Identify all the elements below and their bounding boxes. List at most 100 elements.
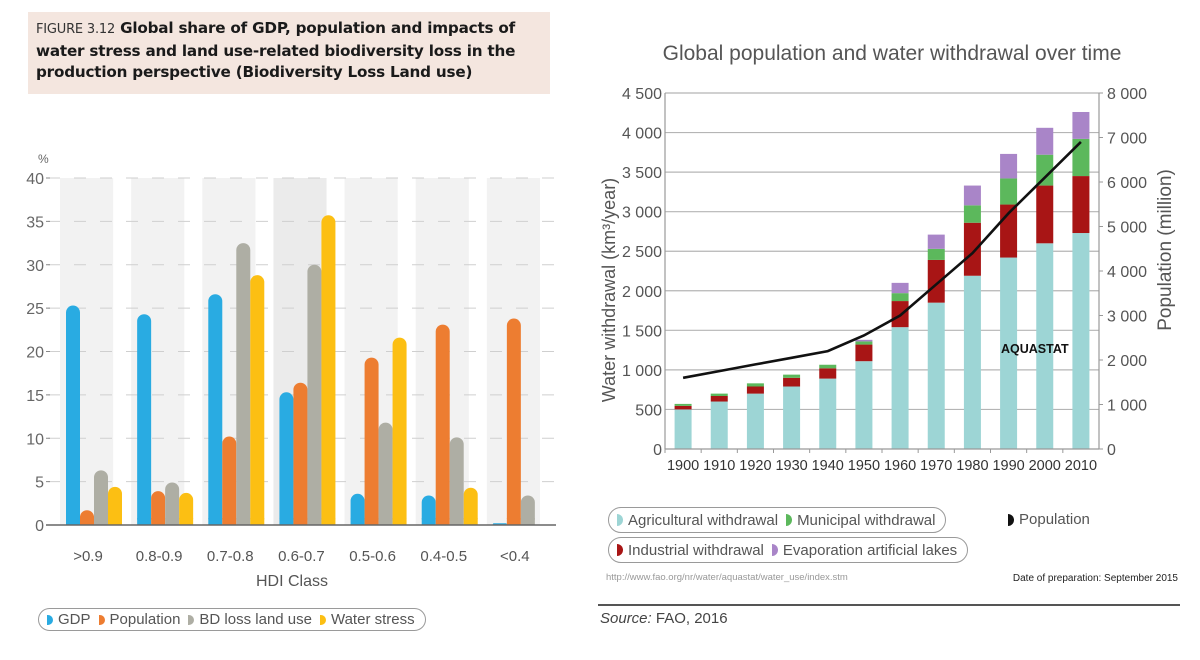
bar-base — [321, 518, 336, 525]
legend-swatch-icon — [1008, 513, 1014, 526]
y-tick-label: 15 — [26, 388, 44, 405]
bar-segment-agricultural-withdrawal — [963, 275, 981, 449]
bar-segment-municipal-withdrawal — [963, 205, 981, 223]
y2-tick-label: 4 000 — [1107, 264, 1147, 281]
y-tick-label: 4 500 — [622, 86, 662, 103]
bar-segment-municipal-withdrawal — [891, 293, 909, 302]
legend-item-water-stress: Water stress — [319, 611, 415, 628]
bar-gdp — [66, 305, 80, 525]
bar-segment-agricultural-withdrawal — [927, 302, 945, 449]
legend-swatch-icon — [786, 514, 793, 526]
legend-item-agricultural: Agricultural withdrawal — [617, 512, 778, 529]
y-tick-label: 500 — [635, 402, 662, 419]
bar-base — [208, 518, 223, 525]
y-tick-label: 30 — [26, 258, 44, 275]
legend-item-gdp: GDP — [47, 611, 91, 628]
x-tick-label: >0.9 — [73, 548, 103, 565]
bar-base — [137, 518, 152, 525]
x-tick-label: 1920 — [739, 458, 771, 474]
bar-base — [222, 518, 237, 525]
legend-label: Water stress — [330, 611, 415, 628]
y2-tick-label: 1 000 — [1107, 398, 1147, 415]
bar-segment-industrial-withdrawal — [783, 377, 801, 387]
bar-water-stress — [392, 337, 407, 525]
y2-tick-label: 6 000 — [1107, 175, 1147, 192]
left-axis-label: Water withdrawal (km³/year) — [599, 178, 619, 402]
bar-segment-industrial-withdrawal — [746, 386, 764, 394]
legend-label: GDP — [58, 611, 91, 628]
y-tick-label: 2 500 — [622, 244, 662, 261]
bar-segment-municipal-withdrawal — [1072, 138, 1090, 177]
y2-tick-label: 7 000 — [1107, 131, 1147, 148]
x-tick-label: 0.4-0.5 — [420, 548, 467, 565]
bar-segment-evaporation-artificial-lakes — [1072, 111, 1090, 139]
x-tick-label: 1970 — [920, 458, 952, 474]
x-tick-label: 1950 — [848, 458, 880, 474]
y-tick-label: 0 — [35, 518, 44, 535]
bar-segment-agricultural-withdrawal — [710, 401, 728, 449]
right-legend-row-2: Industrial withdrawal Evaporation artifi… — [608, 537, 969, 563]
bar-segment-agricultural-withdrawal — [1036, 243, 1054, 449]
legend-label: BD loss land use — [199, 611, 312, 628]
y-tick-label: 35 — [26, 214, 44, 231]
right-legend-row-1: Agricultural withdrawal Municipal withdr… — [608, 507, 947, 533]
bar-segment-industrial-withdrawal — [710, 395, 728, 402]
legend-swatch-icon — [617, 514, 623, 526]
legend-item-municipal: Municipal withdrawal — [786, 512, 935, 529]
bar-base — [350, 518, 365, 525]
bar-segment-agricultural-withdrawal — [1000, 257, 1018, 449]
bar-water-stress — [463, 487, 478, 525]
bar-base — [250, 518, 265, 525]
source-value: FAO, 2016 — [651, 610, 728, 627]
y-tick-label: 25 — [26, 301, 44, 318]
bar-base — [108, 518, 122, 525]
bar-segment-evaporation-artificial-lakes — [855, 339, 873, 342]
y2-tick-label: 0 — [1107, 442, 1116, 459]
bar-segment-municipal-withdrawal — [927, 248, 945, 260]
y-tick-label: 10 — [26, 431, 44, 448]
bar-segment-evaporation-artificial-lakes — [1036, 127, 1054, 155]
y2-tick-label: 3 000 — [1107, 309, 1147, 326]
legend-swatch-icon — [319, 614, 326, 625]
bar-base — [293, 518, 308, 525]
x-tick-label: 0.5-0.6 — [349, 548, 396, 565]
bar-bd-loss-land-use — [165, 482, 180, 525]
bar-base — [151, 518, 166, 525]
legend-label: Evaporation artificial lakes — [782, 541, 958, 559]
bar-segment-industrial-withdrawal — [674, 405, 692, 410]
bar-base — [520, 518, 535, 525]
legend-swatch-icon — [47, 614, 53, 625]
bar-base — [66, 518, 80, 525]
x-tick-label: 1910 — [703, 458, 735, 474]
bar-base — [165, 518, 180, 525]
bar-segment-agricultural-withdrawal — [819, 378, 837, 449]
legend-label: Population — [1019, 511, 1090, 528]
legend-swatch-icon — [188, 614, 195, 625]
legend-item-population-line: Population — [1008, 511, 1090, 528]
figure-title-line-1: Global share of GDP, population and impa… — [120, 19, 516, 37]
bar-water-stress — [250, 275, 265, 525]
x-tick-label: 0.8-0.9 — [136, 548, 183, 565]
population-line — [682, 140, 1082, 380]
bar-base — [392, 518, 407, 525]
legend-item-bd-loss: BD loss land use — [188, 611, 312, 628]
source-citation: Source: FAO, 2016 — [600, 610, 728, 627]
y2-tick-label: 5 000 — [1107, 220, 1147, 237]
bar-population — [364, 357, 379, 525]
bar-gdp — [421, 495, 436, 525]
legend-label: Population — [109, 611, 181, 628]
y-tick-label: 2 000 — [622, 284, 662, 301]
bar-base — [94, 518, 108, 525]
bar-bd-loss-land-use — [94, 470, 108, 525]
y-tick-label: 1 500 — [622, 323, 662, 340]
bar-segment-industrial-withdrawal — [963, 222, 981, 276]
bar-segment-municipal-withdrawal — [674, 403, 692, 406]
bar-base — [80, 518, 94, 525]
legend-swatch-icon — [617, 544, 623, 556]
bar-water-stress — [179, 492, 194, 525]
x-tick-label: 2010 — [1065, 458, 1097, 474]
bar-segment-municipal-withdrawal — [783, 374, 801, 378]
y-tick-label: 3 000 — [622, 205, 662, 222]
bar-segment-municipal-withdrawal — [1036, 154, 1054, 186]
y-tick-label: 40 — [26, 171, 44, 188]
